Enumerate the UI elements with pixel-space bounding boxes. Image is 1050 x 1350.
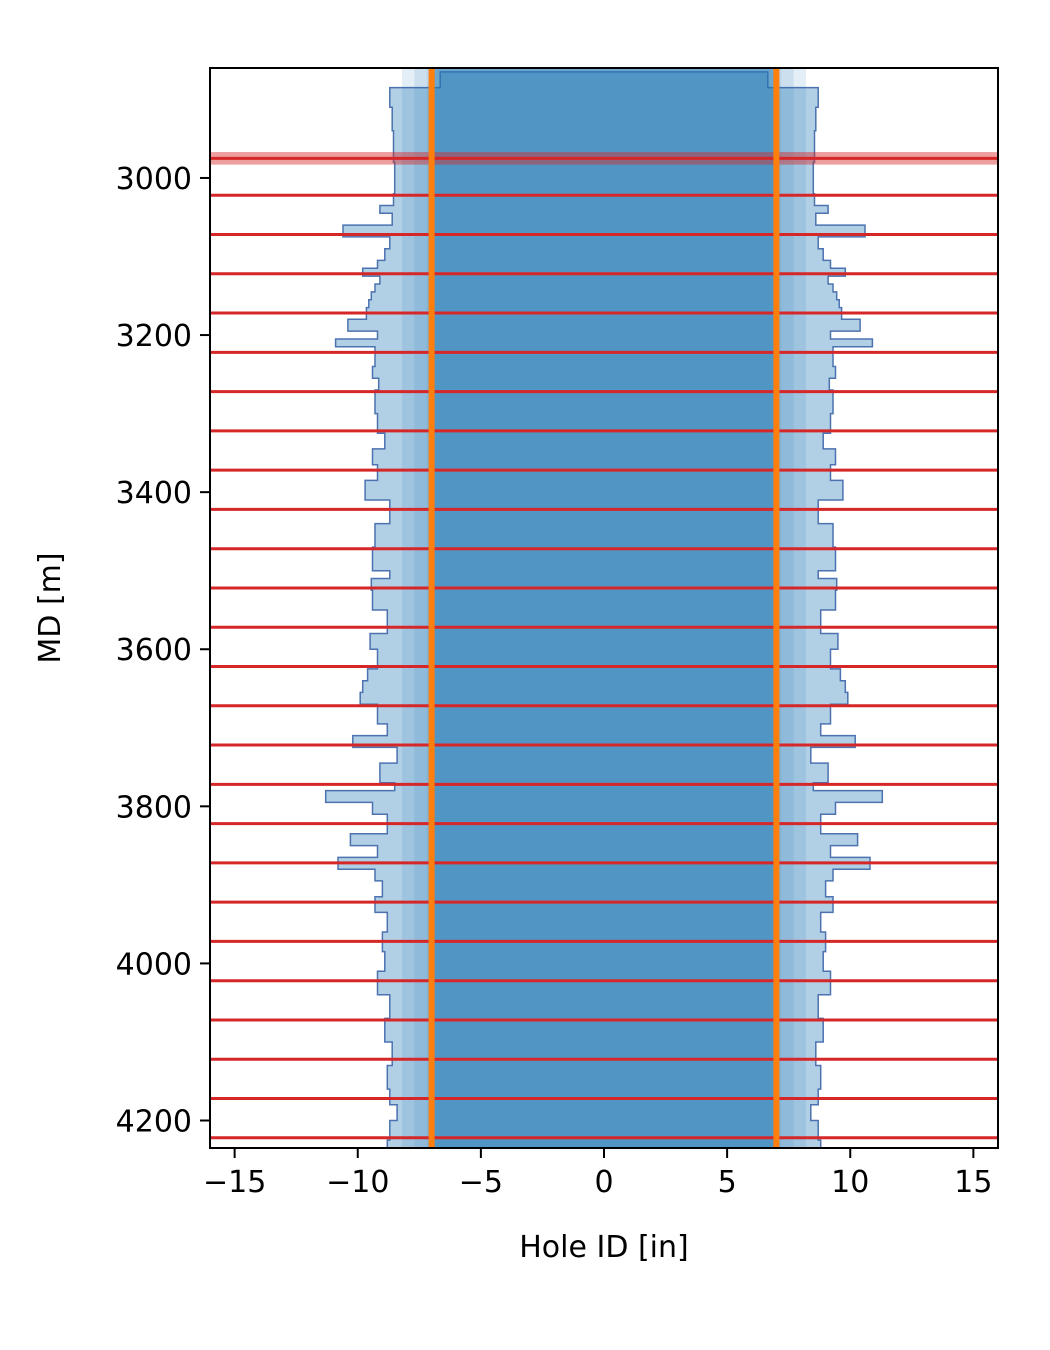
y-tick-label-2: 3400	[116, 476, 192, 511]
bit-core-fill	[431, 68, 777, 1148]
plot-area	[210, 68, 998, 1148]
y-axis: 3000 3200 3400 3600 3800 4000 4200	[116, 162, 210, 1140]
x-axis-label: Hole ID [in]	[519, 1230, 688, 1265]
y-tick-label-0: 3000	[116, 162, 192, 197]
x-tick-label-5: 10	[831, 1165, 869, 1200]
y-tick-label-1: 3200	[116, 319, 192, 354]
x-tick-label-0: −15	[203, 1165, 266, 1200]
x-tick-label-2: −5	[459, 1165, 503, 1200]
x-tick-label-4: 5	[718, 1165, 737, 1200]
y-tick-label-5: 4000	[116, 947, 192, 982]
x-tick-label-3: 0	[594, 1165, 613, 1200]
x-tick-label-6: 15	[954, 1165, 992, 1200]
y-tick-label-3: 3600	[116, 633, 192, 668]
y-tick-label-4: 3800	[116, 790, 192, 825]
x-tick-label-1: −10	[326, 1165, 389, 1200]
y-tick-label-6: 4200	[116, 1105, 192, 1140]
x-axis: −15 −10 −5 0 5 10 15	[203, 1148, 992, 1200]
y-axis-label: MD [m]	[33, 552, 68, 663]
